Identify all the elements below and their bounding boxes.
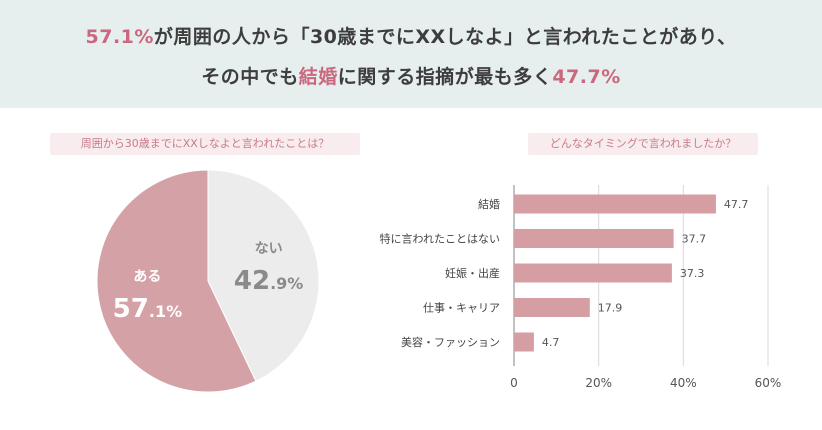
headline-pct-2: 47.7% bbox=[552, 66, 621, 88]
pie-value-int: 57 bbox=[113, 294, 149, 324]
headline-quote: 「30歳までにXXしなよ」 bbox=[290, 26, 524, 48]
headline-text-1b: と言われたことがあり、 bbox=[523, 26, 737, 48]
pie-value-no: 42.9% bbox=[234, 266, 303, 296]
bar-category-label: 妊娠・出産 bbox=[445, 266, 500, 280]
bar-tick-label: 0 bbox=[510, 376, 518, 390]
headline-text-2a: その中でも bbox=[201, 66, 299, 88]
headline-text-1a: が周囲の人から bbox=[153, 26, 291, 48]
bar-5 bbox=[514, 332, 534, 352]
headline-banner: 57.1%が周囲の人から「30歳までにXXしなよ」と言われたことがあり、 その中… bbox=[0, 0, 822, 108]
headline-line-2: その中でも結婚に関する指摘が最も多く47.7% bbox=[0, 62, 822, 89]
bar-3 bbox=[514, 263, 672, 283]
bar-value-label: 17.9 bbox=[598, 302, 623, 315]
bar-tick-label: 20% bbox=[585, 376, 612, 390]
pie-value-dec: .9% bbox=[270, 274, 303, 293]
bar-value-label: 4.7 bbox=[542, 336, 560, 349]
bar-category-label: 仕事・キャリア bbox=[423, 302, 500, 315]
bar-2 bbox=[514, 229, 674, 248]
headline-highlight-marriage: 結婚 bbox=[298, 66, 338, 88]
bar-category-label: 特に言われたことはない bbox=[380, 232, 500, 246]
bar-tick-label: 60% bbox=[755, 376, 782, 390]
bar-category-label: 結婚 bbox=[478, 197, 500, 211]
pie-value-dec: .1% bbox=[149, 302, 182, 321]
pie-chart-title: 周囲から30歳までにXXしなよと言われたことは？ bbox=[50, 133, 360, 155]
bar-1 bbox=[514, 194, 716, 214]
bar-value-label: 37.3 bbox=[680, 267, 705, 280]
headline-pct-1: 57.1% bbox=[85, 26, 154, 48]
bar-value-label: 47.7 bbox=[724, 198, 749, 211]
pie-slice-no bbox=[207, 169, 320, 382]
pie-value-yes: 57.1% bbox=[113, 294, 182, 324]
pie-slice-yes bbox=[96, 169, 257, 393]
headline-text-2b: に関する指摘が最も多く bbox=[337, 66, 553, 88]
bar-value-label: 37.7 bbox=[682, 233, 707, 246]
bar-category-label: 美容・ファッション bbox=[401, 335, 500, 349]
pie-label-yes: ある bbox=[133, 269, 161, 285]
headline-line-1: 57.1%が周囲の人から「30歳までにXXしなよ」と言われたことがあり、 bbox=[0, 22, 822, 49]
pie-label-no: ない bbox=[255, 241, 283, 257]
bar-chart-title: どんなタイミングで言われましたか？ bbox=[528, 133, 758, 155]
pie-value-int: 42 bbox=[234, 266, 270, 296]
bar-4 bbox=[514, 298, 590, 317]
bar-tick-label: 40% bbox=[670, 376, 697, 390]
